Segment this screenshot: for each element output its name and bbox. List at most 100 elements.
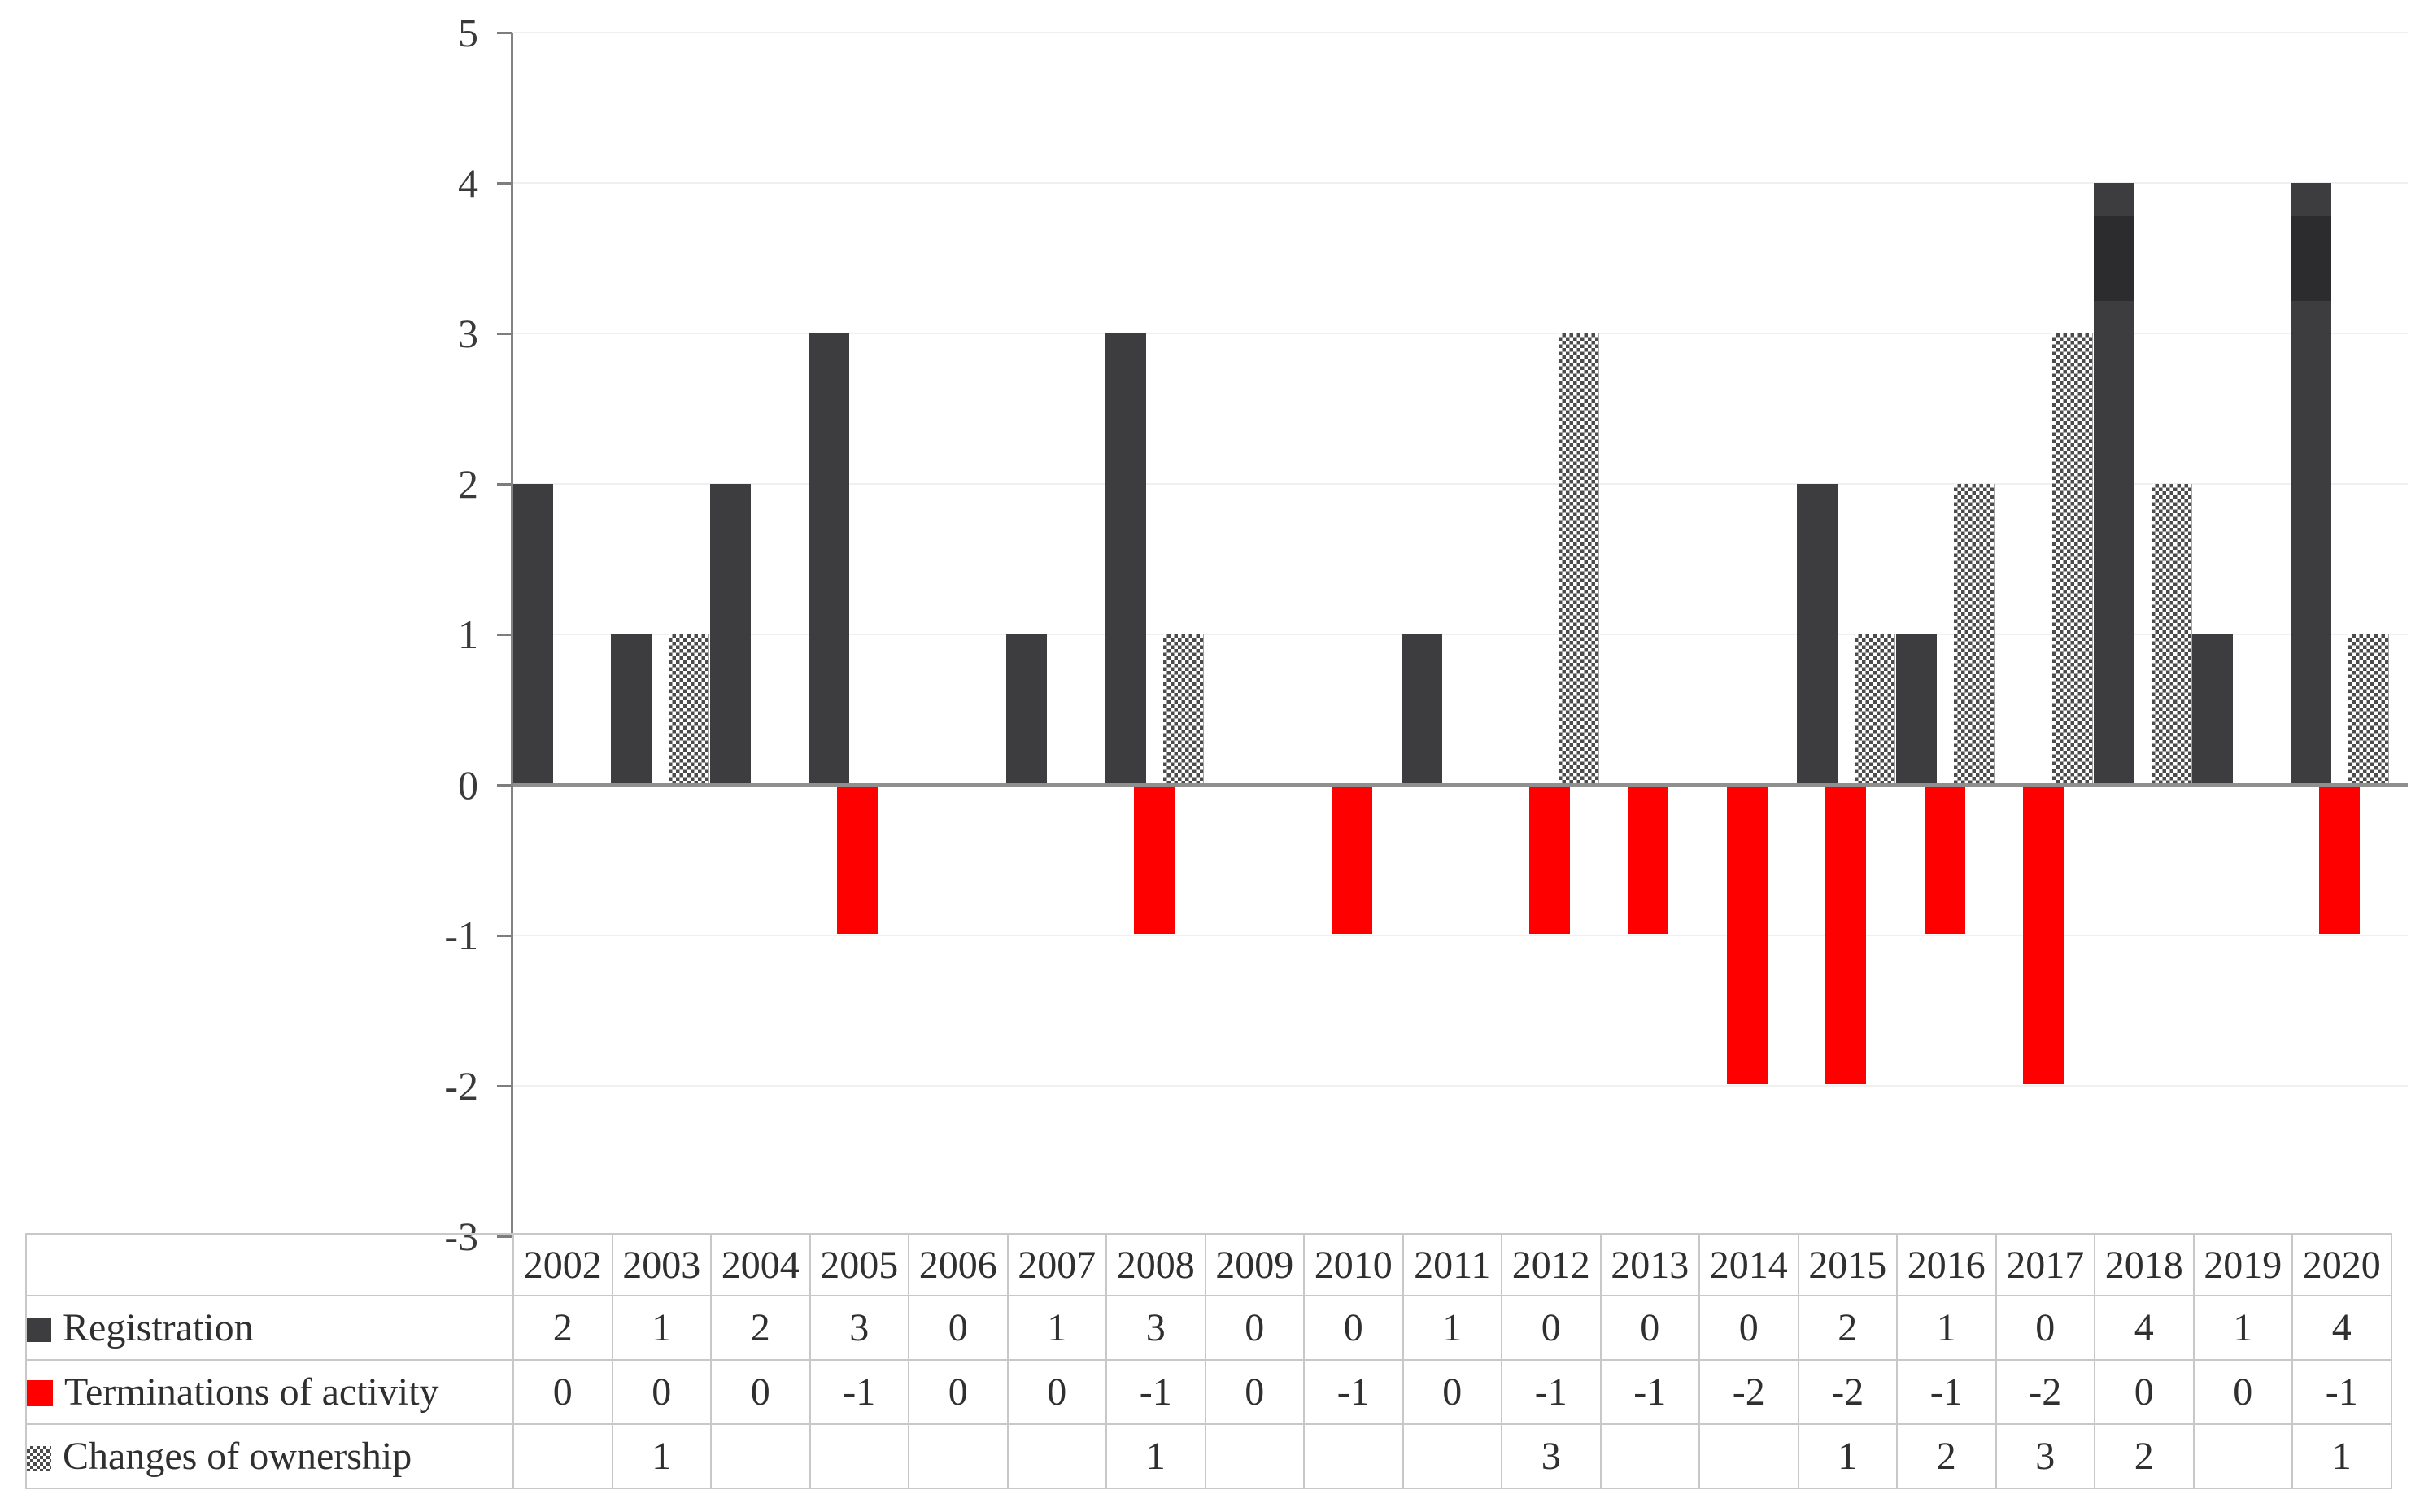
cell-terminations-2011: 0: [1402, 1359, 1502, 1425]
bar-terminations-2012: [1528, 787, 1570, 934]
year-header-2006: 2006: [908, 1233, 1009, 1296]
bar-changes-of-ownership-2018: [2151, 484, 2192, 783]
bar-changes-of-ownership-2017: [2052, 333, 2094, 783]
cell-registration-2014: 0: [1698, 1295, 1799, 1361]
year-header-2009: 2009: [1204, 1233, 1305, 1296]
bar-terminations-2016: [1924, 787, 1965, 934]
cell-terminations-2008: -1: [1105, 1359, 1206, 1425]
bar-registration-2008: [1105, 333, 1146, 783]
cell-terminations-2019: 0: [2192, 1359, 2293, 1425]
bar-terminations-2015: [1825, 787, 1867, 1084]
bar-terminations-2013: [1628, 787, 1669, 934]
cell-registration-2020: 4: [2291, 1295, 2392, 1361]
legend-label-2: Changes of ownership: [63, 1435, 412, 1478]
bar-changes-of-ownership-2015: [1855, 634, 1896, 783]
y-axis-label-0: 0: [458, 762, 478, 808]
cell-terminations-2017: -2: [1995, 1359, 2095, 1425]
cell-registration-2019: 1: [2192, 1295, 2293, 1361]
gridline-5: [512, 32, 2408, 33]
bar-registration-2015: [1797, 484, 1838, 783]
cell-terminations-2007: 0: [1006, 1359, 1107, 1425]
table-corner-blank: [25, 1233, 514, 1296]
table-row-2: Changes of ownership 1 1 3 1 2 3 2 1: [25, 1423, 2392, 1489]
cell-changes-2004: [710, 1423, 811, 1489]
y-axis-label-4: 4: [458, 160, 478, 206]
year-header-2014: 2014: [1698, 1233, 1799, 1296]
cell-terminations-2003: 0: [611, 1359, 712, 1425]
cell-changes-2011: [1402, 1423, 1502, 1489]
y-axis-tick-1: [497, 634, 512, 636]
y-axis-tick--2: [497, 1085, 512, 1087]
cell-registration-2013: 0: [1599, 1295, 1700, 1361]
gridline-1: [512, 634, 2408, 635]
year-header-row: 2002 2003 2004 2005 2006 2007 2008 2009 2010 2011…: [25, 1233, 2392, 1296]
bar-registration-2016: [1895, 634, 1937, 783]
cell-changes-2003: 1: [611, 1423, 712, 1489]
zero-axis-line: [512, 783, 2408, 787]
y-axis-label--1: -1: [444, 913, 478, 958]
bar-registration-2018: [2093, 183, 2134, 783]
cell-terminations-2002: 0: [512, 1359, 613, 1425]
year-header-2013: 2013: [1599, 1233, 1700, 1296]
data-table: 2002 2003 2004 2005 2006 2007 2008 2009 2010 2011…: [25, 1233, 2392, 1489]
cell-terminations-2014: -2: [1698, 1359, 1799, 1425]
y-axis-label-5: 5: [458, 10, 478, 55]
cell-registration-2007: 1: [1006, 1295, 1107, 1361]
bar-registration-2002: [512, 484, 553, 783]
y-axis-label-3: 3: [458, 311, 478, 356]
year-header-2012: 2012: [1501, 1233, 1602, 1296]
cell-registration-2015: 2: [1797, 1295, 1898, 1361]
bar-registration-2003: [611, 634, 652, 783]
gridline-3: [512, 333, 2408, 334]
cell-changes-2019: [2192, 1423, 2293, 1489]
year-header-2005: 2005: [809, 1233, 909, 1296]
cell-changes-2014: [1698, 1423, 1799, 1489]
cell-changes-2020: 1: [2291, 1423, 2392, 1489]
bar-changes-of-ownership-2016: [1953, 484, 1995, 783]
bar-changes-of-ownership-2020: [2348, 634, 2390, 783]
y-axis-tick-0: [497, 784, 512, 787]
year-header-2015: 2015: [1797, 1233, 1898, 1296]
year-header-2018: 2018: [2094, 1233, 2195, 1296]
cell-terminations-2010: -1: [1303, 1359, 1404, 1425]
y-axis-tick-4: [497, 182, 512, 185]
cell-changes-2015: 1: [1797, 1423, 1898, 1489]
cell-terminations-2013: -1: [1599, 1359, 1700, 1425]
cell-changes-2006: [908, 1423, 1009, 1489]
legend-cell-0: Registration: [25, 1295, 514, 1361]
cell-changes-2005: [809, 1423, 909, 1489]
year-header-2007: 2007: [1006, 1233, 1107, 1296]
bar-registration-2019: [2191, 634, 2233, 783]
changes-swatch: [28, 1446, 51, 1471]
cell-registration-2006: 0: [908, 1295, 1009, 1361]
y-axis-tick-2: [497, 483, 512, 486]
legend-cell-1: Terminations of activity: [25, 1359, 514, 1425]
cell-registration-2008: 3: [1105, 1295, 1206, 1361]
year-header-2016: 2016: [1896, 1233, 1997, 1296]
bar-changes-of-ownership-2003: [669, 634, 710, 783]
cell-changes-2018: 2: [2094, 1423, 2195, 1489]
cell-changes-2009: [1204, 1423, 1305, 1489]
cell-registration-2005: 3: [809, 1295, 909, 1361]
cell-terminations-2015: -2: [1797, 1359, 1898, 1425]
bar-terminations-2005: [837, 787, 879, 934]
year-header-2008: 2008: [1105, 1233, 1206, 1296]
bar-terminations-2010: [1331, 787, 1372, 934]
cell-registration-2003: 1: [611, 1295, 712, 1361]
cell-terminations-2006: 0: [908, 1359, 1009, 1425]
gridline--1: [512, 935, 2408, 936]
cell-registration-2017: 0: [1995, 1295, 2095, 1361]
cell-changes-2013: [1599, 1423, 1700, 1489]
year-header-2010: 2010: [1303, 1233, 1404, 1296]
registration-swatch: [28, 1318, 51, 1342]
cell-registration-2018: 4: [2094, 1295, 2195, 1361]
gridline--2: [512, 1085, 2408, 1087]
cell-terminations-2018: 0: [2094, 1359, 2195, 1425]
cell-changes-2010: [1303, 1423, 1404, 1489]
cell-changes-2008: 1: [1105, 1423, 1206, 1489]
bar-changes-of-ownership-2012: [1558, 333, 1599, 783]
bar-changes-of-ownership-2008: [1162, 634, 1204, 783]
cell-terminations-2009: 0: [1204, 1359, 1305, 1425]
cell-terminations-2020: -1: [2291, 1359, 2392, 1425]
